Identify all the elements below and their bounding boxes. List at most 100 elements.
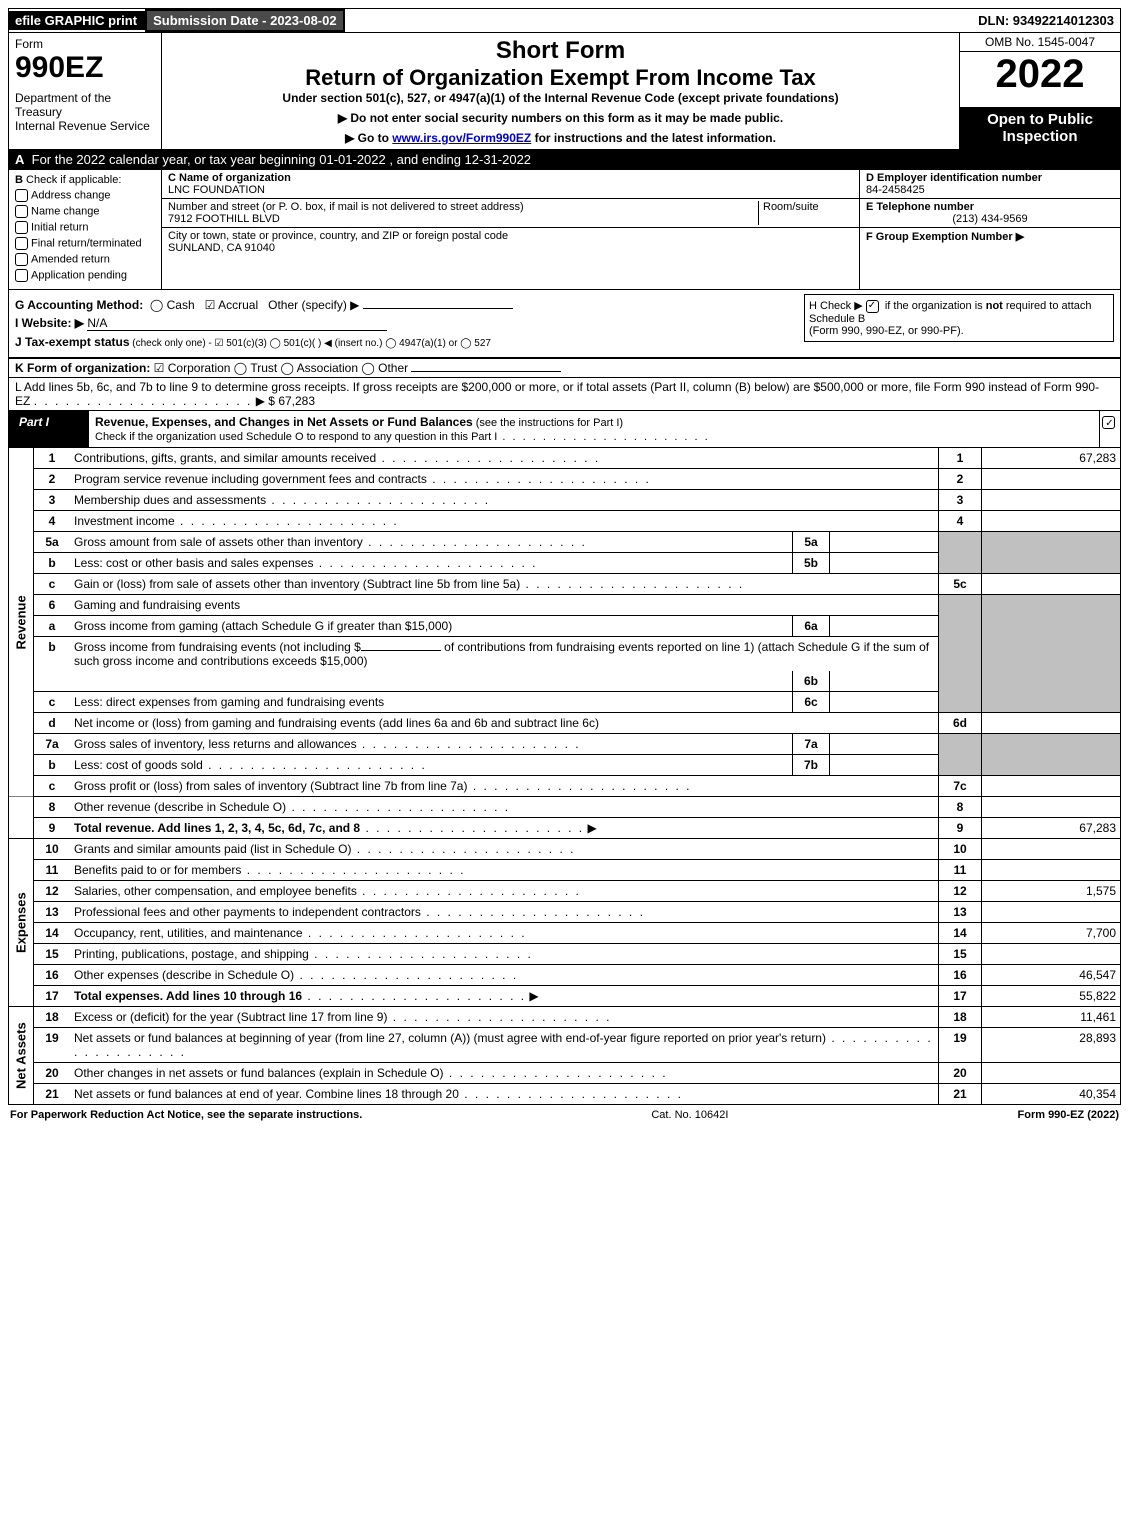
table-row: 16 Other expenses (describe in Schedule … (9, 965, 1121, 986)
line-no: 5a (34, 532, 71, 553)
checkbox-icon (15, 269, 28, 282)
sub-no: 7b (793, 755, 830, 776)
desc-text: Professional fees and other payments to … (74, 905, 421, 919)
desc-text: Less: cost of goods sold (74, 758, 203, 772)
check-label: Amended return (31, 253, 110, 265)
desc-text: Contributions, gifts, grants, and simila… (74, 451, 376, 465)
dots (175, 514, 399, 528)
g-cash: Cash (167, 298, 195, 312)
part-1-title: Revenue, Expenses, and Changes in Net As… (89, 411, 1099, 447)
line-no: 4 (34, 511, 71, 532)
desc-text: Less: direct expenses from gaming and fu… (74, 695, 384, 709)
contrib-field[interactable] (361, 650, 441, 651)
dots (286, 800, 510, 814)
check-initial-return[interactable]: Initial return (15, 221, 155, 234)
desc-text: Membership dues and assessments (74, 493, 266, 507)
b-label: B (15, 174, 23, 186)
line-no: c (34, 574, 71, 595)
table-row: 13 Professional fees and other payments … (9, 902, 1121, 923)
section-a: A For the 2022 calendar year, or tax yea… (8, 150, 1121, 170)
table-row: d Net income or (loss) from gaming and f… (9, 713, 1121, 734)
ein-value: 84-2458425 (866, 184, 1114, 196)
line-desc-cont (70, 671, 793, 692)
amount-cell: 55,822 (982, 986, 1121, 1007)
section-c: C Name of organization LNC FOUNDATION Nu… (162, 170, 859, 289)
dots (302, 989, 526, 1003)
desc-text: Salaries, other compensation, and employ… (74, 884, 357, 898)
grey-cell (939, 532, 982, 574)
ref-no: 21 (939, 1084, 982, 1105)
h-text-2: if the organization is (885, 300, 986, 312)
line-no: d (34, 713, 71, 734)
ref-no: 15 (939, 944, 982, 965)
line-no: c (34, 692, 71, 713)
line-no: a (34, 616, 71, 637)
line-no: 3 (34, 490, 71, 511)
desc-text: Gain or (loss) from sale of assets other… (74, 577, 520, 591)
line-desc: Salaries, other compensation, and employ… (70, 881, 939, 902)
sub-val (830, 671, 939, 692)
table-row: 14 Occupancy, rent, utilities, and maint… (9, 923, 1121, 944)
g-accrual: Accrual (218, 298, 258, 312)
c-addr-label: Number and street (or P. O. box, if mail… (168, 201, 758, 213)
line-desc: Net assets or fund balances at beginning… (70, 1028, 939, 1063)
line-desc: Other expenses (describe in Schedule O) (70, 965, 939, 986)
line-no: 19 (34, 1028, 71, 1063)
form-number: 990EZ (15, 51, 155, 85)
phone-value: (213) 434-9569 (866, 213, 1114, 225)
form-header: Form 990EZ Department of the Treasury In… (8, 33, 1121, 150)
line-desc: Gain or (loss) from sale of assets other… (70, 574, 939, 595)
line-no: 1 (34, 448, 71, 469)
part-1-table: Revenue 1 Contributions, gifts, grants, … (8, 448, 1121, 1105)
dots (357, 737, 581, 751)
org-name: LNC FOUNDATION (168, 184, 853, 196)
table-row: 7a Gross sales of inventory, less return… (9, 734, 1121, 755)
check-address-change[interactable]: Address change (15, 189, 155, 202)
checkbox-icon (1102, 416, 1115, 429)
instr-2-post: for instructions and the latest informat… (531, 131, 776, 145)
line-desc: Investment income (70, 511, 939, 532)
table-row: 4 Investment income 4 (9, 511, 1121, 532)
i-label: I Website: ▶ (15, 316, 84, 330)
l-arrow: ▶ $ (256, 394, 279, 408)
part-1-schedule-o-check[interactable] (1099, 411, 1120, 447)
table-row: 21 Net assets or fund balances at end of… (9, 1084, 1121, 1105)
k-label: K Form of organization: (15, 361, 150, 375)
h-checkbox[interactable] (866, 300, 879, 313)
check-application-pending[interactable]: Application pending (15, 269, 155, 282)
org-addr-row: Number and street (or P. O. box, if mail… (162, 199, 859, 228)
dots (520, 577, 744, 591)
dots (444, 1066, 668, 1080)
dots (376, 451, 600, 465)
check-name-change[interactable]: Name change (15, 205, 155, 218)
line-desc: Grants and similar amounts paid (list in… (70, 839, 939, 860)
line-no: 16 (34, 965, 71, 986)
sub-val (830, 532, 939, 553)
k-other-field[interactable] (411, 371, 561, 372)
spacer (345, 19, 973, 23)
table-row: 11 Benefits paid to or for members 11 (9, 860, 1121, 881)
g-other-field[interactable] (363, 308, 513, 309)
desc-text: Gross amount from sale of assets other t… (74, 535, 363, 549)
irs-link[interactable]: www.irs.gov/Form990EZ (392, 131, 531, 145)
amount-cell (982, 839, 1121, 860)
line-desc: Other changes in net assets or fund bala… (70, 1063, 939, 1084)
b-heading: Check if applicable: (26, 174, 121, 186)
revenue-sidelabel: Revenue (9, 448, 34, 797)
check-final-return[interactable]: Final return/terminated (15, 237, 155, 250)
amount-cell (982, 902, 1121, 923)
efile-label: efile GRAPHIC print (9, 11, 145, 30)
sub-val (830, 616, 939, 637)
ref-no: 12 (939, 881, 982, 902)
info-block: B Check if applicable: Address change Na… (8, 170, 1121, 290)
line-desc: Printing, publications, postage, and shi… (70, 944, 939, 965)
line-desc: Gross sales of inventory, less returns a… (70, 734, 793, 755)
line-no: 11 (34, 860, 71, 881)
dots (357, 884, 581, 898)
line-no: 12 (34, 881, 71, 902)
desc-text: Total revenue. Add lines 1, 2, 3, 4, 5c,… (74, 821, 360, 835)
desc-text: Net assets or fund balances at beginning… (74, 1031, 826, 1045)
check-amended-return[interactable]: Amended return (15, 253, 155, 266)
section-def: D Employer identification number 84-2458… (859, 170, 1120, 289)
ref-no: 19 (939, 1028, 982, 1063)
